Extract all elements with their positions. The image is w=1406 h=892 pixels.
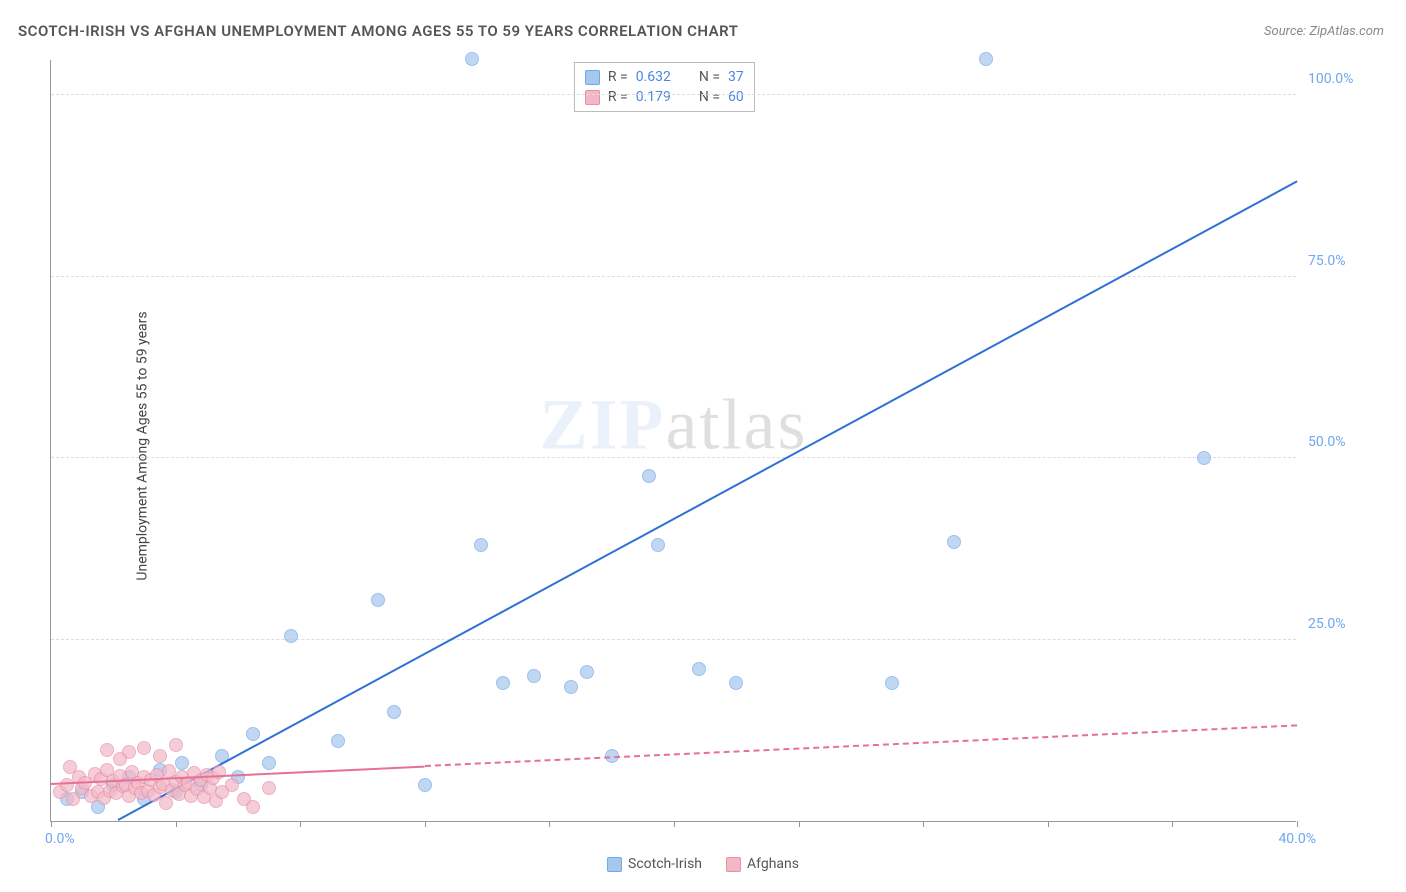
legend-stat-row: R = 0.632 N = 37 (585, 67, 744, 87)
x-tick (300, 821, 301, 827)
chart-title: SCOTCH-IRISH VS AFGHAN UNEMPLOYMENT AMON… (18, 22, 738, 40)
source-label: Source: ZipAtlas.com (1264, 24, 1384, 39)
data-point (1197, 451, 1211, 465)
n-label: N = (699, 69, 720, 85)
x-tick (51, 821, 52, 827)
legend-label: Afghans (747, 856, 799, 872)
data-point (225, 778, 239, 792)
data-point (496, 676, 510, 690)
n-value: 37 (728, 69, 744, 85)
legend-stats: R = 0.632 N = 37 R = 0.179 N = 60 (574, 62, 755, 112)
n-value: 60 (728, 89, 744, 105)
watermark: ZIPatlas (540, 384, 808, 467)
plot-area: ZIPatlas R =0.632N =37R =0.179N =60 25.0… (50, 60, 1296, 822)
r-value: 0.179 (636, 89, 671, 105)
x-tick (549, 821, 550, 827)
data-point (137, 741, 151, 755)
x-tick (176, 821, 177, 827)
data-point (651, 538, 665, 552)
gridline (51, 639, 1296, 640)
data-point (262, 756, 276, 770)
chart-container: SCOTCH-IRISH VS AFGHAN UNEMPLOYMENT AMON… (0, 0, 1406, 892)
x-tick-label: 40.0% (1278, 831, 1316, 847)
data-point (885, 676, 899, 690)
legend-swatch (585, 90, 600, 105)
data-point (169, 738, 183, 752)
data-point (246, 727, 260, 741)
r-label: R = (608, 89, 628, 105)
data-point (465, 52, 479, 66)
data-point (153, 749, 167, 763)
x-tick-label: 0.0% (45, 831, 75, 847)
x-tick (425, 821, 426, 827)
x-tick (1297, 821, 1298, 827)
data-point (474, 538, 488, 552)
data-point (246, 800, 260, 814)
data-point (527, 669, 541, 683)
gridline (51, 276, 1296, 277)
legend-item: Scotch-Irish (607, 856, 702, 872)
data-point (979, 52, 993, 66)
gridline (51, 457, 1296, 458)
data-point (113, 752, 127, 766)
trend-line (425, 725, 1297, 768)
x-tick (799, 821, 800, 827)
r-value: 0.632 (636, 69, 671, 85)
data-point (642, 469, 656, 483)
legend-stat-row: R = 0.179 N = 60 (585, 87, 744, 107)
data-point (387, 705, 401, 719)
y-tick-label: 100.0% (1308, 71, 1368, 87)
r-label: R = (608, 69, 628, 85)
data-point (63, 760, 77, 774)
data-point (418, 778, 432, 792)
y-tick-label: 50.0% (1308, 434, 1368, 450)
y-tick-label: 25.0% (1308, 616, 1368, 632)
data-point (262, 781, 276, 795)
data-point (692, 662, 706, 676)
x-tick (1048, 821, 1049, 827)
gridline (51, 94, 1296, 95)
data-point (159, 796, 173, 810)
x-tick (923, 821, 924, 827)
n-label: N = (699, 89, 720, 105)
data-point (947, 535, 961, 549)
data-point (371, 593, 385, 607)
data-point (564, 680, 578, 694)
data-point (284, 629, 298, 643)
x-tick (674, 821, 675, 827)
data-point (580, 665, 594, 679)
legend-swatch (726, 857, 741, 872)
y-tick-label: 75.0% (1308, 253, 1368, 269)
legend-swatch (585, 70, 600, 85)
data-point (331, 734, 345, 748)
legend-series: Scotch-Irish Afghans (607, 856, 799, 872)
data-point (100, 743, 114, 757)
x-tick (1172, 821, 1173, 827)
data-point (175, 756, 189, 770)
legend-swatch (607, 857, 622, 872)
legend-label: Scotch-Irish (628, 856, 702, 872)
legend-item: Afghans (726, 856, 799, 872)
data-point (729, 676, 743, 690)
